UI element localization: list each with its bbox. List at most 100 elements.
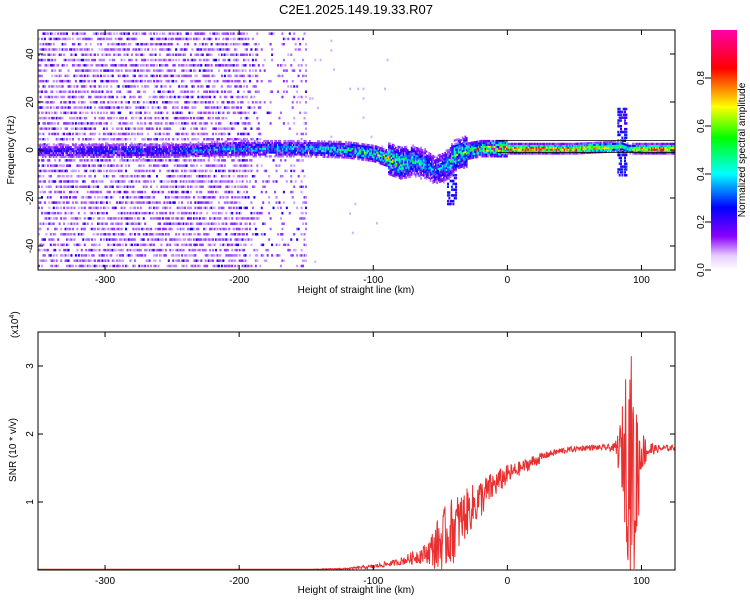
- heatmap-cell: [125, 151, 127, 155]
- heatmap-cell: [250, 243, 253, 247]
- heatmap-cell: [235, 48, 238, 51]
- heatmap-cell: [207, 243, 210, 247]
- heatmap-cell: [133, 259, 136, 262]
- heatmap-cell: [127, 32, 130, 35]
- heatmap-cell: [144, 42, 147, 46]
- heatmap-cell: [219, 185, 222, 189]
- heatmap-cell: [169, 101, 172, 104]
- heatmap-cell: [52, 106, 55, 109]
- heatmap-cell: [151, 248, 154, 252]
- heatmap-cell: [194, 122, 197, 125]
- heatmap-cell: [87, 148, 90, 151]
- heatmap-cell: [80, 227, 83, 231]
- heatmap-cell: [176, 206, 179, 210]
- heatmap-cell: [133, 211, 136, 215]
- heatmap-cell: [229, 259, 232, 262]
- heatmap-cell: [64, 37, 67, 41]
- heatmap-cell: [58, 185, 61, 189]
- heatmap-cell: [282, 243, 285, 247]
- heatmap-cell: [244, 37, 247, 41]
- heatmap-cell: [89, 106, 92, 109]
- heatmap-cell: [269, 227, 272, 231]
- heatmap-cell: [167, 69, 170, 72]
- heatmap-cell: [260, 243, 263, 247]
- heatmap-cell: [99, 254, 102, 257]
- heatmap-cell: [207, 106, 210, 109]
- heatmap-cell: [103, 150, 106, 153]
- heatmap-cell: [229, 138, 232, 141]
- heatmap-cell: [39, 243, 42, 247]
- heatmap-cell: [136, 90, 139, 93]
- heatmap-cell: [59, 144, 62, 147]
- heatmap-cell: [192, 248, 195, 252]
- heatmap-cell: [166, 79, 169, 83]
- heatmap-cell: [172, 190, 175, 194]
- heatmap-cell: [60, 164, 63, 167]
- heatmap-cell: [160, 211, 163, 215]
- heatmap-cell: [82, 180, 85, 183]
- heatmap-cell: [189, 95, 192, 99]
- heatmap-cell: [71, 155, 74, 158]
- heatmap-cell: [82, 254, 85, 257]
- heatmap-cell: [169, 69, 172, 72]
- heatmap-cell: [122, 248, 125, 252]
- heatmap-cell: [98, 116, 101, 120]
- heatmap-cell: [257, 211, 260, 215]
- heatmap-cell: [61, 138, 64, 141]
- heatmap-cell: [157, 238, 160, 241]
- heatmap-cell: [243, 132, 246, 136]
- heatmap-cell: [63, 190, 66, 194]
- heatmap-cell: [59, 146, 62, 149]
- heatmap-cell: [139, 42, 142, 46]
- heatmap-cell: [70, 222, 73, 225]
- heatmap-cell: [241, 32, 244, 35]
- heatmap-cell: [130, 53, 133, 57]
- heatmap-cell: [99, 32, 102, 35]
- heatmap-cell: [223, 132, 226, 136]
- heatmap-cell: [259, 132, 262, 136]
- heatmap-cell: [139, 127, 142, 130]
- heatmap-cell: [215, 42, 218, 46]
- heatmap-cell: [163, 185, 166, 189]
- heatmap-cell: [164, 206, 167, 210]
- heatmap-cell: [129, 90, 132, 93]
- heatmap-cell: [71, 211, 74, 215]
- heatmap-cell: [117, 164, 120, 167]
- heatmap-cell: [101, 58, 104, 62]
- heatmap-cell: [244, 227, 247, 231]
- heatmap-cell: [97, 42, 100, 46]
- heatmap-cell: [54, 58, 57, 62]
- heatmap-cell: [136, 243, 139, 247]
- heatmap-cell: [158, 79, 161, 83]
- heatmap-cell: [197, 95, 200, 99]
- heatmap-cell: [64, 101, 67, 104]
- heatmap-cell: [108, 32, 111, 35]
- heatmap-cell: [625, 174, 628, 177]
- heatmap-cell: [164, 164, 167, 167]
- heatmap-cell: [82, 144, 85, 147]
- heatmap-cell: [132, 185, 135, 189]
- heatmap-cell: [55, 164, 58, 167]
- heatmap-cell: [67, 264, 70, 268]
- heatmap-cell: [55, 148, 58, 151]
- heatmap-cell: [68, 85, 71, 88]
- heatmap-cell: [305, 64, 308, 67]
- heatmap-cell: [117, 101, 120, 104]
- heatmap-cell: [234, 138, 237, 141]
- heatmap-cell: [145, 127, 148, 130]
- heatmap-cell: [142, 42, 145, 46]
- heatmap-cell: [108, 69, 111, 72]
- heatmap-cell: [194, 233, 197, 236]
- heatmap-cell: [206, 122, 209, 125]
- heatmap-cell: [49, 53, 52, 57]
- heatmap-cell: [166, 217, 169, 220]
- heatmap-cell: [148, 164, 151, 167]
- heatmap-cell: [143, 148, 146, 151]
- heatmap-cell: [232, 159, 235, 162]
- heatmap-cell: [200, 53, 203, 57]
- heatmap-cell: [235, 58, 238, 62]
- heatmap-cell: [158, 95, 161, 99]
- heatmap-cell: [71, 148, 74, 151]
- heatmap-cell: [84, 151, 87, 155]
- heatmap-cell: [67, 90, 70, 93]
